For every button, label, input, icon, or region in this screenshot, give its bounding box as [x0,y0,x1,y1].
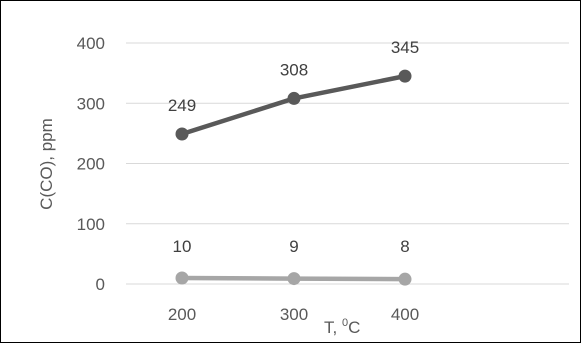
data-label: 9 [289,237,298,256]
x-axis-title-unit: C [348,318,360,337]
x-axis-ticks: 200 300 400 [168,305,419,324]
data-point [287,91,301,105]
series-line-1 [179,73,408,137]
data-point [175,271,189,285]
y-axis-ticks: 0 100 200 300 400 [77,34,105,294]
y-axis-title: C(CO), ppm [37,118,56,210]
data-point [287,272,301,286]
x-tick-label: 200 [168,305,196,324]
x-tick-label: 300 [280,305,308,324]
data-label: 308 [280,60,308,79]
data-point [398,69,412,83]
data-label: 345 [391,38,419,57]
x-tick-label: 400 [391,305,419,324]
x-axis-title-superscript: 0 [342,317,348,329]
x-axis-title: T, 0C [324,317,360,337]
y-tick-label: 100 [77,215,105,234]
y-tick-label: 400 [77,34,105,53]
data-labels: 249 308 345 10 9 8 [168,38,419,256]
y-tick-label: 0 [96,275,105,294]
data-point [398,272,412,286]
data-label: 249 [168,96,196,115]
data-point [175,127,189,141]
data-label: 10 [173,237,192,256]
x-axis-title-main: T, [324,318,342,337]
y-tick-label: 200 [77,155,105,174]
series-lines [175,69,412,286]
y-tick-label: 300 [77,94,105,113]
data-label: 8 [400,237,409,256]
gridlines [126,42,569,285]
